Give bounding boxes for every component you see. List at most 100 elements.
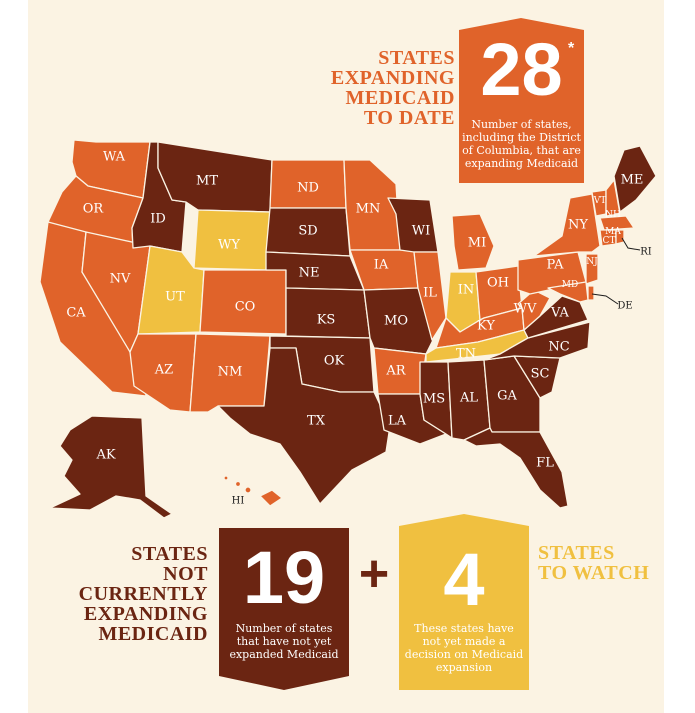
title-expanding-line: TO DATE xyxy=(363,107,455,129)
asterisk: * xyxy=(568,40,575,57)
label-ms: MS xyxy=(422,391,446,407)
label-hi: HI xyxy=(231,495,245,507)
label-ak: AK xyxy=(96,447,116,463)
state-nj[interactable] xyxy=(585,253,599,285)
label-mn: MN xyxy=(355,201,381,217)
label-il: IL xyxy=(423,285,437,301)
title-not-expanding-line: NOT xyxy=(163,563,208,585)
title-expanding-line: MEDICAID xyxy=(345,87,455,109)
desc-watch-line: These states have xyxy=(414,622,514,635)
label-az: AZ xyxy=(154,362,174,378)
label-ky: KY xyxy=(477,318,495,334)
label-ks: KS xyxy=(316,312,336,328)
state-md[interactable] xyxy=(547,281,589,303)
desc-expanding-line: expanding Medicaid xyxy=(464,157,579,170)
state-hi-island-2 xyxy=(234,480,242,488)
state-nh[interactable] xyxy=(605,179,621,217)
label-ia: IA xyxy=(373,257,389,273)
desc-expanding-line: Number of states, xyxy=(471,118,572,131)
label-me: ME xyxy=(620,172,644,188)
title-expanding: STATES EXPANDING MEDICAID TO DATE xyxy=(331,48,455,128)
label-sc: SC xyxy=(530,366,550,382)
desc-watch-line: expansion xyxy=(435,661,493,674)
label-ar: AR xyxy=(386,363,406,379)
badge-watch xyxy=(399,514,529,690)
state-hi-island-1 xyxy=(244,486,252,494)
desc-expanding-line: including the District xyxy=(462,131,581,144)
state-ak[interactable] xyxy=(49,415,173,519)
state-mi[interactable] xyxy=(451,213,495,271)
desc-watch-line: decision on Medicaid xyxy=(404,648,524,661)
label-or: OR xyxy=(82,201,104,217)
label-tn: TN xyxy=(455,346,477,362)
count-watch: 4 xyxy=(443,538,485,621)
leader-de xyxy=(591,293,619,305)
label-pa: PA xyxy=(546,257,564,273)
state-ma[interactable] xyxy=(599,215,635,231)
badge-not-expanding xyxy=(219,528,349,690)
label-mt: MT xyxy=(196,173,218,189)
label-nv: NV xyxy=(109,271,131,287)
description-watch: These states have not yet made a decision … xyxy=(399,622,529,674)
label-in: IN xyxy=(457,282,475,298)
title-expanding-line: EXPANDING xyxy=(330,67,455,89)
label-oh: OH xyxy=(487,275,509,291)
label-vt: VT xyxy=(593,196,607,206)
desc-expanding-line: of Columbia, that are xyxy=(462,144,581,157)
title-not-expanding-line: STATES xyxy=(131,543,208,565)
label-id: ID xyxy=(150,211,166,227)
title-not-expanding-line: CURRENTLY xyxy=(78,583,208,605)
label-ok: OK xyxy=(323,353,345,369)
desc-watch-line: not yet made a xyxy=(422,635,506,648)
state-de[interactable] xyxy=(587,285,595,301)
leader-ri xyxy=(621,237,641,251)
desc-not-expanding-line: Number of states xyxy=(235,622,333,635)
label-tx: TX xyxy=(307,413,325,429)
desc-not-expanding-line: expanded Medicaid xyxy=(229,648,339,661)
label-mi: MI xyxy=(467,235,487,251)
label-va: VA xyxy=(551,305,569,321)
label-ny: NY xyxy=(568,217,588,233)
count-expanding: 28 xyxy=(480,28,563,111)
title-not-expanding: STATES NOT CURRENTLY EXPANDING MEDICAID xyxy=(79,544,208,644)
title-expanding-line: STATES xyxy=(378,47,455,69)
label-mo: MO xyxy=(384,313,408,329)
label-wi: WI xyxy=(411,223,431,239)
badge-expanding xyxy=(459,18,584,183)
label-wa: WA xyxy=(102,149,126,165)
label-nd: ND xyxy=(297,180,319,196)
state-hi[interactable] xyxy=(259,489,283,507)
count-not-expanding: 19 xyxy=(242,536,326,619)
state-ny[interactable] xyxy=(533,193,601,257)
label-nm: NM xyxy=(217,364,243,380)
state-tx[interactable] xyxy=(217,347,391,505)
label-al: AL xyxy=(459,390,479,406)
desc-not-expanding-line: that have not yet xyxy=(236,635,332,648)
plus-sign: + xyxy=(358,545,390,603)
title-watch: STATES TO WATCH xyxy=(538,543,649,583)
description-not-expanding: Number of states that have not yet expande… xyxy=(219,622,349,661)
label-sd: SD xyxy=(298,223,318,239)
title-watch-line: STATES xyxy=(538,542,615,564)
description-expanding: Number of states, including the District o… xyxy=(459,118,584,170)
state-il[interactable] xyxy=(413,251,447,341)
label-ut: UT xyxy=(165,289,185,305)
label-md: MD xyxy=(561,280,579,290)
label-ga: GA xyxy=(497,388,517,404)
title-watch-line: TO WATCH xyxy=(538,562,650,584)
label-la: LA xyxy=(387,413,407,429)
label-de: DE xyxy=(617,300,633,312)
label-nh: NH xyxy=(605,210,621,220)
label-wv: WV xyxy=(513,301,537,317)
title-not-expanding-line: EXPANDING xyxy=(83,603,208,625)
title-not-expanding-line: MEDICAID xyxy=(98,623,208,645)
label-ne: NE xyxy=(298,265,320,281)
state-me[interactable] xyxy=(613,145,657,213)
state-fl[interactable] xyxy=(463,427,569,509)
label-ri: RI xyxy=(640,246,652,258)
label-ma: MA xyxy=(605,227,621,237)
label-ca: CA xyxy=(66,305,86,321)
label-co: CO xyxy=(234,299,256,315)
